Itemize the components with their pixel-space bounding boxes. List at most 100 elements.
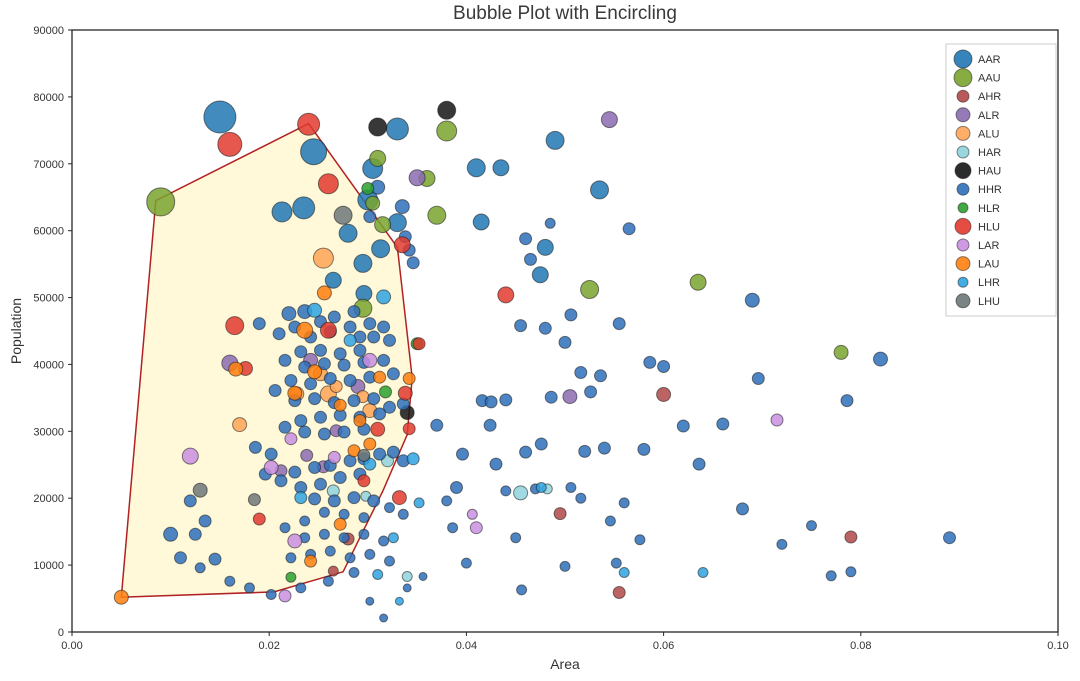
y-axis-label: Population <box>8 297 24 365</box>
bubble-HHR <box>776 538 788 550</box>
bubble-HHR <box>610 557 622 569</box>
y-tick-label: 10000 <box>33 560 64 572</box>
bubble-AAR <box>466 158 486 178</box>
bubble-HHR <box>744 292 760 308</box>
bubble-HHR <box>363 210 377 224</box>
bubble-HHR <box>379 613 389 623</box>
bubble-HAR <box>401 571 413 582</box>
bubble-LHR <box>618 567 630 578</box>
bubble-HHR <box>544 390 558 404</box>
bubble-HHR <box>333 471 347 484</box>
bubble-HHR <box>612 317 626 331</box>
bubble-HHR <box>622 222 636 236</box>
bubble-HLU <box>252 512 266 526</box>
bubble-HHR <box>317 427 331 441</box>
bubble-HHR <box>278 420 292 434</box>
bubble-LAU <box>296 321 314 339</box>
bubble-LAR <box>466 508 478 520</box>
bubble-ALR <box>600 111 618 129</box>
bubble-HLU <box>217 131 243 157</box>
bubble-HLR <box>379 385 392 399</box>
bubble-HHR <box>460 557 472 569</box>
bubble-HHR <box>544 217 556 229</box>
bubble-HLU <box>225 316 245 336</box>
legend-label-HHR: HHR <box>978 184 1002 196</box>
bubble-LHU <box>333 205 353 225</box>
bubble-AAU <box>580 280 600 299</box>
bubble-HHR <box>538 321 552 335</box>
bubble-HHR <box>943 531 956 545</box>
bubble-HHR <box>806 520 817 532</box>
bubble-HHR <box>363 317 377 331</box>
legend-label-AHR: AHR <box>978 91 1001 103</box>
bubble-HHR <box>348 567 360 578</box>
legend-marker-HAR <box>956 145 970 159</box>
bubble-HHR <box>575 492 587 504</box>
bubble-AHR <box>656 387 672 402</box>
bubble-HHR <box>324 545 336 557</box>
bubble-HHR <box>353 343 367 357</box>
x-tick-label: 0.10 <box>1047 640 1068 652</box>
bubble-HHR <box>308 492 322 506</box>
bubble-HLU <box>317 173 339 195</box>
bubble-HHR <box>314 343 327 357</box>
bubble-HLU <box>357 474 371 488</box>
bubble-LAU <box>402 372 416 385</box>
bubble-HHR <box>188 527 202 541</box>
bubble-LAR <box>287 533 303 549</box>
bubble-LHR <box>307 302 323 318</box>
bubble-HHR <box>441 495 453 507</box>
bubble-LHU <box>192 482 208 498</box>
bubble-AAR <box>387 213 407 233</box>
bubble-LHR <box>406 452 420 466</box>
bubble-LAR <box>327 450 341 464</box>
bubble-HHR <box>397 508 409 520</box>
bubble-HLU <box>402 422 416 436</box>
bubble-HHR <box>559 560 571 572</box>
legend-marker-ALU <box>955 125 971 141</box>
bubble-AAU <box>146 187 176 217</box>
y-tick-label: 70000 <box>33 159 64 171</box>
bubble-HHR <box>248 440 262 454</box>
bubble-AAU <box>369 149 387 167</box>
bubble-HHR <box>489 457 503 471</box>
bubble-LAR <box>362 352 378 368</box>
bubble-HHR <box>208 552 222 566</box>
bubble-ALU <box>232 417 248 433</box>
legend-label-LAR: LAR <box>978 240 999 252</box>
legend-label-LHU: LHU <box>978 296 1000 308</box>
x-tick-label: 0.08 <box>850 640 871 652</box>
bubble-HHR <box>347 491 361 505</box>
bubble-HHR <box>322 575 334 587</box>
bubble-LAU <box>287 385 303 401</box>
bubble-HHR <box>294 345 308 359</box>
bubble-LAU <box>363 437 377 451</box>
bubble-AAU <box>427 205 447 225</box>
bubble-HHR <box>483 418 497 432</box>
bubble-LAR <box>278 589 292 603</box>
bubble-HHR <box>604 515 616 527</box>
bubble-HLU <box>397 385 413 401</box>
bubble-LHR <box>387 532 399 544</box>
bubble-HHR <box>519 232 533 246</box>
bubble-ALU <box>312 247 334 269</box>
bubble-HHR <box>450 481 463 494</box>
x-tick-label: 0.00 <box>61 640 82 652</box>
bubble-HHR <box>751 372 765 385</box>
bubble-HHR <box>264 447 278 461</box>
bubble-HHR <box>343 374 357 387</box>
bubble-HHR <box>383 400 396 414</box>
bubble-LAU <box>316 285 332 301</box>
bubble-LAU <box>373 370 387 384</box>
bubble-AAR <box>203 100 237 134</box>
bubble-HHR <box>298 425 312 439</box>
bubble-HHR <box>377 353 391 367</box>
bubble-AAR <box>300 138 328 166</box>
bubble-HHR <box>524 252 537 266</box>
bubble-LHR <box>376 289 392 305</box>
bubble-AAR <box>536 238 554 256</box>
bubble-LAR <box>770 413 784 427</box>
bubble-AAR <box>385 117 409 141</box>
bubble-HHR <box>716 417 730 431</box>
